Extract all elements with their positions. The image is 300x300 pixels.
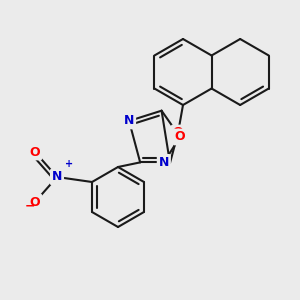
Text: O: O xyxy=(30,146,40,158)
Text: N: N xyxy=(52,170,62,184)
Text: O: O xyxy=(30,196,40,208)
Text: +: + xyxy=(65,159,73,169)
Text: N: N xyxy=(159,156,169,169)
Text: O: O xyxy=(175,130,185,143)
Text: −: − xyxy=(25,200,35,213)
Text: N: N xyxy=(124,114,134,128)
Text: O: O xyxy=(173,127,183,140)
